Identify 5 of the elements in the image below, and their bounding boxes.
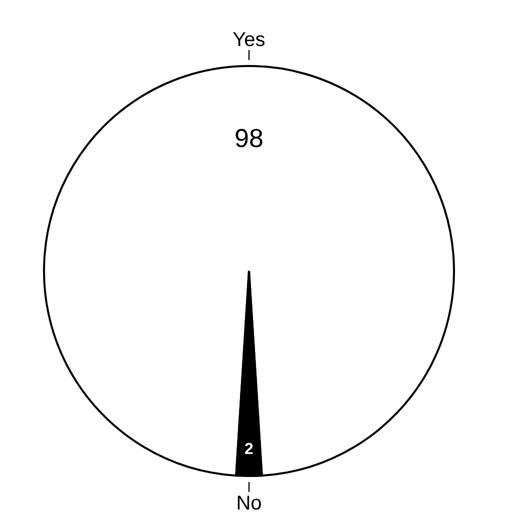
- pie-slice: [43, 65, 455, 477]
- slice-label: Yes: [232, 29, 266, 51]
- slice-label: No: [236, 492, 262, 515]
- data-label: 2: [244, 440, 254, 458]
- data-label: 98: [234, 122, 264, 153]
